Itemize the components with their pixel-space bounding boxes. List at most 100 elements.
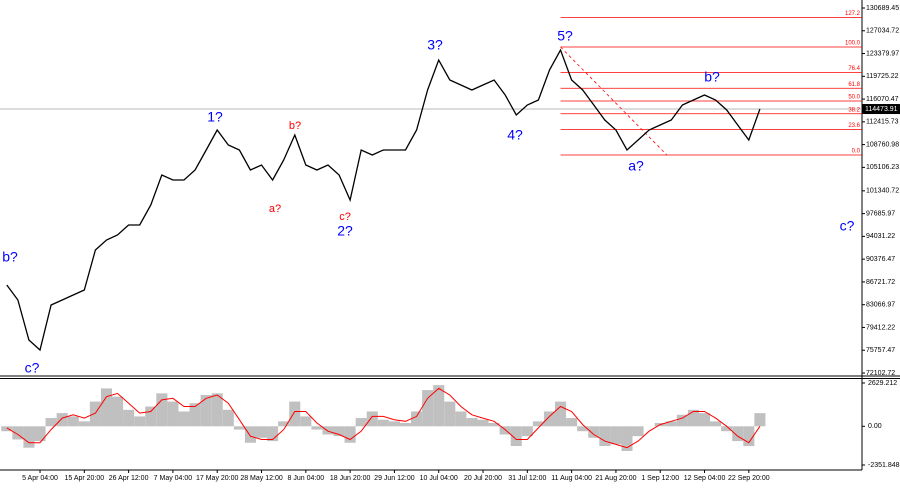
osc-bar — [710, 421, 722, 427]
osc-bar — [344, 426, 356, 443]
osc-bar — [112, 396, 124, 427]
osc-signal — [6, 387, 761, 449]
y-tick-label: 112415.73 — [866, 119, 899, 126]
osc-bar — [12, 426, 24, 440]
osc-bar — [411, 411, 423, 427]
y-tick-label: 79412.22 — [866, 324, 895, 331]
price-line — [6, 48, 761, 352]
osc-bar — [632, 426, 644, 437]
osc-bar — [211, 393, 223, 427]
x-tick-label: 8 Jun 04:00 — [288, 475, 325, 482]
y-tick-label: 130689.45 — [866, 5, 899, 12]
x-tick-label: 28 May 12:00 — [240, 475, 283, 482]
fib-label: 50.0 — [848, 95, 860, 101]
y-tick-label: 123379.97 — [866, 50, 899, 57]
osc-bar — [333, 426, 345, 437]
osc-bar — [610, 426, 622, 445]
osc-bar — [244, 426, 256, 443]
osc-bar — [156, 393, 168, 427]
osc-bar — [145, 406, 157, 427]
y-tick-label: 105106.23 — [866, 164, 899, 171]
osc-y-tick-label: 0.00 — [868, 423, 882, 430]
wave-label: c? — [25, 360, 40, 376]
osc-bar — [543, 411, 556, 427]
wave-label: 5? — [557, 28, 573, 44]
osc-y-tick-label: -2351.848 — [868, 462, 900, 469]
wave-label: 1? — [207, 109, 223, 125]
osc-bar — [444, 401, 456, 427]
osc-bar — [754, 413, 766, 427]
y-tick-label: 97685.97 — [866, 210, 895, 217]
osc-bar — [521, 426, 533, 437]
x-tick-label: 18 Jun 20:00 — [330, 475, 371, 482]
y-tick-label: 94031.22 — [866, 233, 895, 240]
osc-bar — [721, 426, 733, 432]
wave-label: b? — [2, 249, 18, 265]
last-price-box — [862, 104, 900, 115]
y-tick-label: 119725.22 — [866, 73, 899, 80]
osc-y-tick-label: 2629.212 — [868, 380, 897, 387]
osc-bar — [455, 411, 467, 427]
y-tick-label: 83066.97 — [866, 302, 895, 309]
osc-bar — [555, 401, 567, 427]
osc-bar — [78, 421, 90, 427]
x-tick-label: 11 Aug 04:00 — [551, 475, 592, 482]
osc-bar — [45, 418, 57, 427]
osc-bar — [477, 419, 489, 427]
fib-trend — [560, 46, 668, 156]
osc-bar — [23, 426, 35, 448]
osc-bar — [89, 401, 101, 427]
wave-label: b? — [704, 69, 720, 85]
x-tick-label: 5 Apr 04:00 — [22, 475, 58, 482]
fib-label: 0.0 — [852, 149, 861, 155]
y-tick-label: 72102.72 — [866, 370, 895, 377]
fib-label: 100.0 — [845, 41, 861, 47]
osc-bar — [1, 426, 13, 432]
osc-bar — [67, 416, 79, 427]
osc-bar — [665, 421, 677, 427]
osc-bar — [743, 426, 755, 447]
fib-label: 23.6 — [848, 123, 860, 129]
y-tick-label: 127034.72 — [866, 28, 899, 35]
osc-bar — [366, 411, 378, 427]
x-tick-label: 21 Aug 20:00 — [595, 475, 636, 482]
wave-label: a? — [628, 158, 644, 174]
osc-bar — [388, 421, 400, 427]
osc-bar — [322, 426, 334, 435]
osc-bar — [399, 422, 412, 427]
osc-bar — [433, 385, 445, 427]
osc-bar — [532, 421, 544, 427]
osc-bar — [34, 426, 46, 442]
x-tick-label: 7 May 04:00 — [154, 475, 193, 482]
x-tick-label: 12 Sep 04:00 — [684, 475, 726, 482]
osc-bar — [698, 413, 711, 427]
osc-bar — [732, 426, 744, 442]
osc-bar — [278, 421, 290, 427]
osc-bar — [687, 409, 699, 427]
wave-label: c? — [339, 211, 351, 223]
fib-label: 61.8 — [848, 82, 860, 88]
osc-bar — [289, 401, 301, 427]
wave-label: b? — [289, 120, 301, 132]
osc-bar — [311, 426, 323, 430]
osc-bar — [178, 411, 190, 427]
osc-bar — [355, 418, 367, 427]
osc-bar — [134, 416, 146, 427]
wave-label: a? — [269, 203, 281, 215]
osc-bar — [377, 419, 389, 427]
x-tick-label: 26 Apr 12:00 — [109, 475, 149, 482]
osc-bar — [222, 409, 234, 427]
y-tick-label: 101340.72 — [866, 188, 899, 195]
x-tick-label: 15 Apr 20:00 — [64, 475, 104, 482]
fib-label: 38.2 — [848, 107, 860, 113]
x-tick-label: 20 Jul 20:00 — [464, 475, 502, 482]
osc-bar — [422, 390, 434, 427]
wave-label: 3? — [427, 37, 443, 53]
x-tick-label: 17 May 20:00 — [196, 475, 239, 482]
x-tick-label: 31 Jul 12:00 — [508, 475, 546, 482]
x-tick-label: 29 Jun 12:00 — [374, 475, 415, 482]
fib-label: 127.2 — [845, 11, 861, 17]
osc-bar — [300, 416, 312, 427]
